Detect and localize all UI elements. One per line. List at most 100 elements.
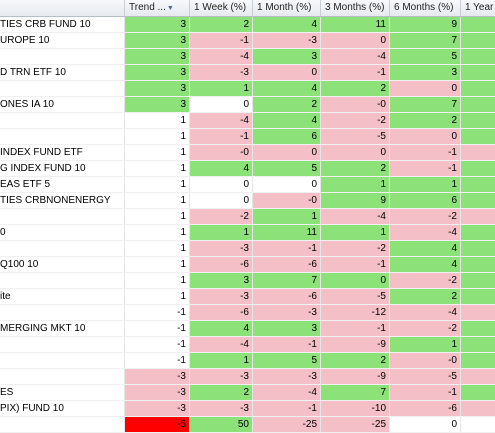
table-cell-y1 [461, 17, 495, 32]
table-cell-m1: 0 [253, 65, 321, 80]
table-row[interactable]: UROPE 10 3 -1 -3 0 7 [0, 33, 495, 49]
table-cell-w1: -4 [190, 49, 253, 64]
table-cell-m3: -2 [321, 241, 390, 256]
table-cell-w1: 4 [190, 321, 253, 336]
table-cell-trend: -1 [125, 353, 190, 368]
sort-descending-icon: ▼ [166, 5, 174, 12]
table-cell-trend: -1 [125, 321, 190, 336]
table-cell-trend: 3 [125, 33, 190, 48]
table-row[interactable]: G INDEX FUND 10 1 4 5 2 -1 [0, 161, 495, 177]
table-cell-m1: 5 [253, 353, 321, 368]
table-row[interactable]: D TRN ETF 10 3 -3 0 -1 3 [0, 65, 495, 81]
column-header-m6[interactable]: 6 Months (%) [390, 0, 461, 16]
table-cell-w1: 0 [190, 97, 253, 112]
table-cell-m3: -0 [321, 97, 390, 112]
table-cell-m1: -3 [253, 369, 321, 384]
column-header-m3[interactable]: 3 Months (%) [321, 0, 390, 16]
column-header-m1[interactable]: 1 Month (%) [253, 0, 321, 16]
table-row[interactable]: 1 -2 1 -4 -2 [0, 209, 495, 225]
column-header-trend[interactable]: Trend ...▼ [125, 0, 190, 16]
table-cell-m3: 2 [321, 161, 390, 176]
table-cell-m3: 2 [321, 353, 390, 368]
table-cell-m3: -9 [321, 337, 390, 352]
table-cell-y1 [461, 385, 495, 400]
table-row[interactable]: ONES IA 10 3 0 2 -0 7 [0, 97, 495, 113]
table-cell-y1 [461, 209, 495, 224]
table-cell-y1 [461, 81, 495, 96]
table-cell-y1 [461, 273, 495, 288]
table-cell-m1: -25 [253, 417, 321, 432]
column-header-y1[interactable]: 1 Year [461, 0, 495, 16]
table-row[interactable]: -1 -4 -1 -9 1 [0, 337, 495, 353]
row-name-cell [0, 337, 125, 352]
table-row[interactable]: -1 -6 -3 -12 -4 [0, 305, 495, 321]
row-name-cell [0, 49, 125, 64]
table-cell-y1 [461, 257, 495, 272]
table-row[interactable]: 0 1 1 11 1 -4 [0, 225, 495, 241]
row-name-cell [0, 241, 125, 256]
table-cell-y1 [461, 353, 495, 368]
row-name-cell: ES [0, 385, 125, 400]
table-row[interactable]: 1 -3 -1 -2 4 [0, 241, 495, 257]
table-cell-m1: -1 [253, 337, 321, 352]
table-cell-m1: -6 [253, 289, 321, 304]
grid-body: TIES CRB FUND 10 3 2 4 11 9 UROPE 10 3 -1 -3 0 7 3 -4… [0, 17, 495, 433]
table-cell-m3: 11 [321, 17, 390, 32]
column-header-w1[interactable]: 1 Week (%) [190, 0, 253, 16]
table-row[interactable]: 1 3 7 0 -2 [0, 273, 495, 289]
table-cell-y1 [461, 65, 495, 80]
column-header-label: 1 Year [465, 2, 494, 13]
table-cell-m1: 11 [253, 225, 321, 240]
row-name-cell: TIES CRB FUND 10 [0, 17, 125, 32]
table-row[interactable]: Q100 10 1 -6 -6 -1 4 [0, 257, 495, 273]
table-cell-w1: -0 [190, 145, 253, 160]
table-cell-m6: -0 [390, 353, 461, 368]
table-cell-m6: -1 [390, 161, 461, 176]
table-cell-m1: -3 [253, 33, 321, 48]
table-cell-trend: 3 [125, 65, 190, 80]
table-cell-m1: -1 [253, 241, 321, 256]
table-cell-m6: -2 [390, 273, 461, 288]
table-cell-m6: 0 [390, 129, 461, 144]
table-row[interactable]: -3 -3 -3 -9 -5 [0, 369, 495, 385]
table-cell-m1: -0 [253, 193, 321, 208]
table-cell-m3: -5 [321, 129, 390, 144]
table-row[interactable]: 1 -4 4 -2 2 [0, 113, 495, 129]
table-row[interactable]: TIES CRBNONENERGY 1 0 -0 9 6 [0, 193, 495, 209]
table-row[interactable]: ite 1 -3 -6 -5 2 [0, 289, 495, 305]
table-cell-y1 [461, 49, 495, 64]
table-row[interactable]: -1 1 5 2 -0 [0, 353, 495, 369]
table-cell-m3: -1 [321, 65, 390, 80]
table-cell-w1: -1 [190, 33, 253, 48]
row-name-cell [0, 369, 125, 384]
table-row[interactable]: -5 50 -25 -25 0 [0, 417, 495, 433]
table-cell-m3: -5 [321, 289, 390, 304]
table-row[interactable]: MERGING MKT 10 -1 4 3 -1 -2 [0, 321, 495, 337]
table-cell-m3: -9 [321, 369, 390, 384]
column-header-name[interactable] [0, 0, 125, 16]
row-name-cell: 0 [0, 225, 125, 240]
table-cell-m3: -1 [321, 321, 390, 336]
table-row[interactable]: PIX) FUND 10 -3 -3 -1 -10 -6 [0, 401, 495, 417]
table-row[interactable]: INDEX FUND ETF 1 -0 0 0 -1 [0, 145, 495, 161]
row-name-cell: TIES CRBNONENERGY [0, 193, 125, 208]
table-cell-w1: 1 [190, 81, 253, 96]
table-cell-m3: -1 [321, 257, 390, 272]
table-row[interactable]: TIES CRB FUND 10 3 2 4 11 9 [0, 17, 495, 33]
table-row[interactable]: 1 -1 6 -5 0 [0, 129, 495, 145]
table-cell-m6: 4 [390, 257, 461, 272]
table-cell-w1: -3 [190, 401, 253, 416]
table-cell-trend: -1 [125, 305, 190, 320]
table-cell-m1: 5 [253, 161, 321, 176]
table-cell-m1: -4 [253, 385, 321, 400]
table-cell-m1: 4 [253, 113, 321, 128]
table-cell-trend: 1 [125, 177, 190, 192]
table-cell-m3: 9 [321, 193, 390, 208]
column-header-label: Trend ... [129, 2, 166, 13]
table-cell-trend: 1 [125, 113, 190, 128]
table-row[interactable]: 3 -4 3 -4 5 [0, 49, 495, 65]
table-row[interactable]: ES -3 2 -4 7 -1 [0, 385, 495, 401]
